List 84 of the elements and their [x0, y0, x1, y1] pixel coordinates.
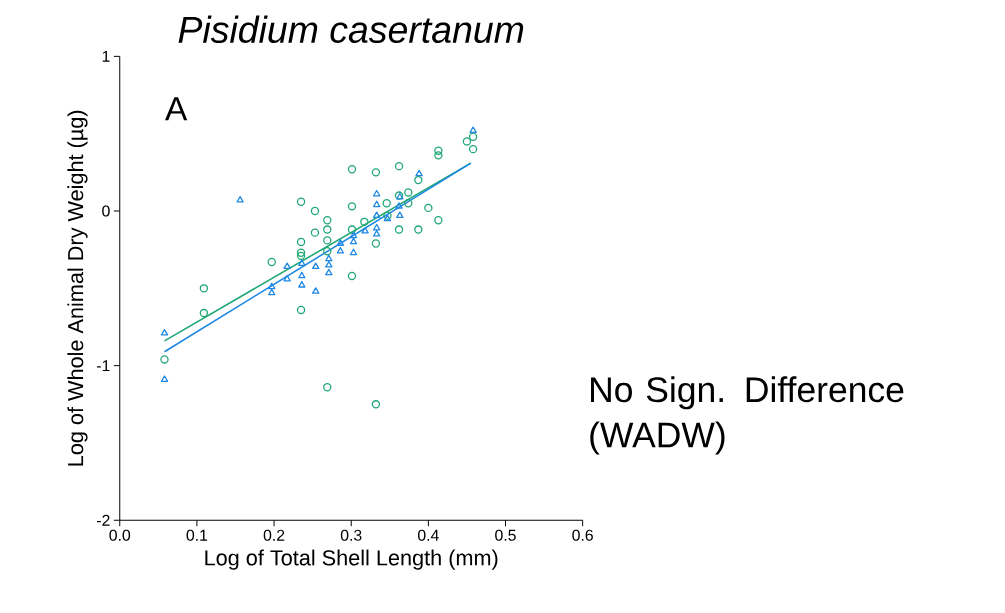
point — [394, 225, 404, 234]
point — [360, 217, 369, 226]
y-tick-label: -1 — [97, 360, 110, 371]
point — [296, 248, 306, 257]
point — [462, 137, 472, 146]
x-tick-label: 0.4 — [418, 529, 439, 541]
annotation: A — [165, 97, 188, 121]
x-tick-label: 0.2 — [263, 529, 285, 541]
point — [404, 188, 413, 197]
y-axis-title: Log of Whole Animal Dry Weight (µg) — [67, 110, 88, 466]
chart-title: Pisidium casertanum — [178, 15, 524, 43]
point — [283, 274, 291, 282]
x-tick-label: 0.5 — [495, 529, 516, 541]
point — [323, 225, 332, 234]
point — [347, 202, 357, 211]
point — [296, 197, 306, 206]
y-tick-label: -2 — [97, 514, 110, 526]
point — [298, 259, 306, 266]
point — [236, 195, 244, 203]
point — [160, 328, 169, 336]
point — [371, 399, 381, 409]
x-axis-title: Log of Total Shell Length (mm) — [205, 549, 498, 570]
point — [268, 288, 276, 296]
point — [372, 200, 381, 208]
y-tick-label: 0 — [102, 205, 110, 217]
point — [371, 239, 381, 248]
point — [310, 228, 320, 237]
point — [349, 248, 358, 256]
point — [414, 175, 423, 185]
point — [160, 355, 169, 364]
point — [424, 203, 433, 212]
point — [323, 236, 332, 245]
point — [283, 262, 291, 269]
point — [372, 189, 381, 197]
point — [310, 206, 320, 216]
point — [325, 260, 333, 268]
point — [404, 198, 413, 208]
point — [469, 126, 477, 133]
text: No Sign. Difference (WADW) — [590, 376, 904, 455]
point — [323, 215, 332, 225]
point — [323, 246, 332, 256]
point — [323, 382, 332, 392]
point — [468, 132, 478, 141]
point — [347, 271, 357, 281]
point — [298, 280, 306, 288]
point — [312, 287, 320, 294]
point — [268, 282, 276, 290]
point — [372, 229, 381, 237]
point — [468, 144, 478, 154]
x-tick-label: 0.6 — [572, 529, 593, 541]
point — [296, 251, 306, 260]
point — [349, 237, 358, 245]
x-tick-label: 0.0 — [109, 529, 131, 541]
point — [415, 169, 423, 177]
point — [371, 168, 381, 177]
x-tick-label: 0.3 — [340, 529, 362, 541]
point — [361, 226, 369, 234]
y-tick-label: 1 — [102, 50, 110, 62]
point — [347, 225, 357, 234]
point — [199, 308, 209, 318]
point — [296, 237, 306, 247]
point — [325, 254, 333, 262]
point — [296, 305, 306, 315]
point — [160, 375, 169, 382]
point — [349, 231, 358, 239]
point — [298, 271, 306, 279]
point — [312, 262, 320, 269]
point — [434, 146, 443, 155]
point — [267, 257, 276, 267]
point — [396, 211, 404, 218]
point — [382, 198, 391, 208]
point — [325, 268, 333, 276]
point — [372, 211, 381, 218]
point — [336, 239, 345, 246]
point — [199, 284, 209, 293]
point — [336, 246, 345, 254]
point — [434, 215, 443, 225]
x-tick-label: 0.1 — [186, 529, 208, 541]
point — [394, 161, 404, 171]
point — [434, 151, 443, 160]
point — [372, 223, 381, 231]
point — [414, 225, 423, 234]
point — [395, 202, 403, 209]
point — [347, 164, 357, 174]
